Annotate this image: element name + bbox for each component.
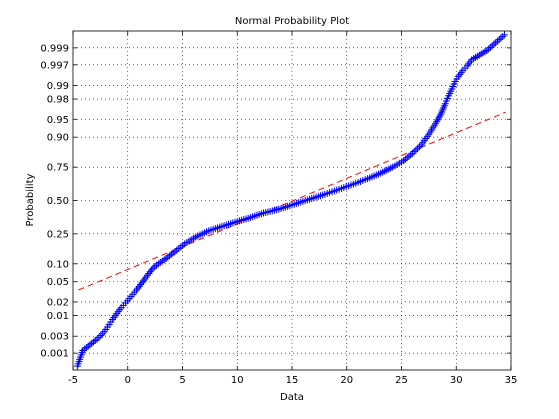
data-point <box>408 149 416 157</box>
data-point <box>88 339 96 347</box>
data-point <box>162 255 170 263</box>
y-tick-label: 0.95 <box>47 115 69 126</box>
data-point <box>167 250 175 258</box>
x-tick-label: 30 <box>450 375 463 386</box>
data-point <box>169 249 177 257</box>
data-point <box>79 346 87 354</box>
data-point <box>166 252 174 260</box>
chart-title: Normal Probability Plot <box>235 16 349 27</box>
x-axis-label: Data <box>280 392 304 403</box>
data-point <box>153 261 161 269</box>
data-point <box>164 253 172 261</box>
y-tick-label: 0.01 <box>47 311 69 322</box>
data-point <box>415 143 423 151</box>
y-tick-label: 0.003 <box>40 332 69 343</box>
data-point <box>497 34 505 42</box>
x-tick-label: 15 <box>286 375 299 386</box>
data-point <box>407 151 415 159</box>
data-point <box>134 284 142 292</box>
x-axis-ticks: -5 0 5 10 15 20 25 30 35 <box>68 31 517 386</box>
y-tick-label: 0.98 <box>47 95 69 106</box>
x-tick-label: 5 <box>179 375 185 386</box>
data-point <box>403 154 411 162</box>
data-point <box>410 148 418 156</box>
data-point <box>492 39 500 47</box>
data-point <box>86 341 94 349</box>
data-point <box>488 42 496 50</box>
plot-area: -5 0 5 10 15 20 25 30 35 0.0010.0030.010.020.050… <box>40 30 517 386</box>
data-point <box>483 47 491 55</box>
data-point <box>81 345 89 353</box>
x-tick-label: 10 <box>231 375 244 386</box>
y-tick-label: 0.001 <box>40 349 69 360</box>
horizontal-gridlines <box>73 47 511 354</box>
y-tick-label: 0.02 <box>47 297 69 308</box>
data-point <box>145 270 153 278</box>
y-axis-label: Probability <box>25 173 36 226</box>
y-tick-label: 0.999 <box>40 43 69 54</box>
data-point <box>499 32 507 40</box>
data-point <box>97 332 105 340</box>
data-point <box>90 338 98 346</box>
y-axis-ticks: 0.001 0.003 0.01 0.02 0.05 0.10 0.25 0.50 0.75 0.… <box>40 43 511 360</box>
vertical-gridlines <box>127 31 457 370</box>
data-point <box>148 266 156 274</box>
data-point <box>137 281 145 289</box>
data-point <box>486 43 494 51</box>
x-tick-label: 0 <box>125 375 131 386</box>
data-point <box>93 335 101 343</box>
y-tick-label: 0.50 <box>47 196 69 207</box>
data-point <box>414 144 422 152</box>
y-tick-label: 0.99 <box>47 81 69 92</box>
data-point <box>84 342 92 350</box>
data-point <box>133 286 141 294</box>
data-point <box>146 268 154 276</box>
data-point <box>135 282 143 290</box>
data-point <box>500 31 508 39</box>
reference-line <box>78 111 506 291</box>
data-point <box>91 337 99 345</box>
y-tick-label: 0.75 <box>47 163 69 174</box>
y-tick-label: 0.10 <box>47 259 69 270</box>
data-point <box>143 271 151 279</box>
data-point <box>412 146 420 154</box>
data-markers <box>73 31 508 370</box>
y-tick-label: 0.25 <box>47 229 69 240</box>
data-point <box>151 263 159 271</box>
y-tick-label: 0.05 <box>47 277 69 288</box>
x-tick-label: 35 <box>505 375 518 386</box>
data-point <box>485 45 493 53</box>
data-point <box>400 157 408 165</box>
data-point <box>82 344 90 352</box>
data-point <box>495 36 503 44</box>
data-point <box>405 152 413 160</box>
y-tick-label: 0.90 <box>47 133 69 144</box>
data-point <box>490 40 498 48</box>
data-point <box>149 264 157 272</box>
data-point <box>401 155 409 163</box>
data-point <box>95 333 103 341</box>
data-point <box>493 37 501 45</box>
x-tick-label: 25 <box>395 375 408 386</box>
x-tick-label: -5 <box>68 375 78 386</box>
y-tick-label: 0.997 <box>40 60 69 71</box>
x-tick-label: 20 <box>340 375 353 386</box>
